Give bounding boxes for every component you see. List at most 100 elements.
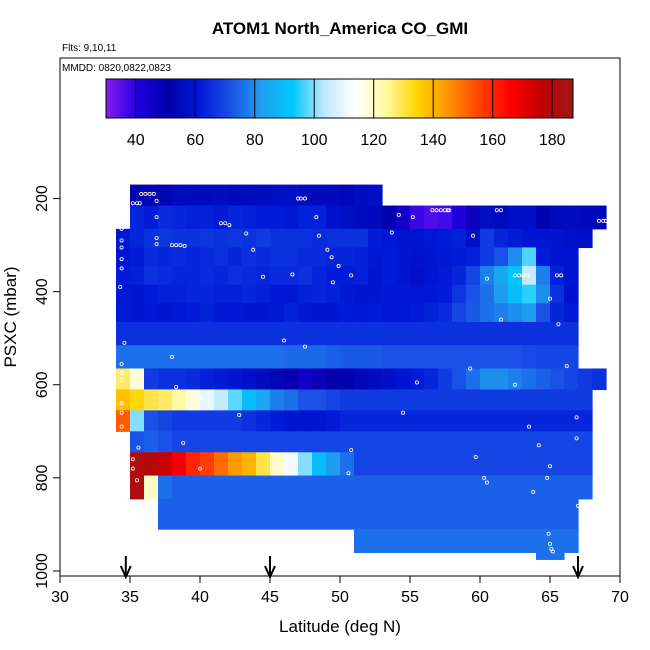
sample-point [438, 208, 443, 213]
heatmap-cell [424, 368, 439, 391]
heatmap-cell [466, 389, 481, 411]
heatmap-cell [228, 228, 243, 249]
sample-point [119, 266, 124, 271]
colorbar-box [105, 78, 574, 119]
heatmap-cell [564, 321, 579, 346]
heatmap-cell [256, 368, 271, 391]
heatmap-cell [270, 247, 285, 267]
heatmap-cell [354, 529, 369, 553]
heatmap-cell [410, 228, 425, 249]
heatmap-cell [354, 389, 369, 411]
heatmap-cell [354, 321, 369, 346]
heatmap-cell [228, 205, 243, 230]
sample-point [237, 413, 242, 418]
heatmap-cell [312, 247, 327, 267]
heatmap-cell [242, 303, 257, 323]
heatmap-cell [354, 247, 369, 267]
sample-point [169, 354, 174, 359]
sample-point [151, 191, 156, 196]
heatmap-cell [298, 228, 313, 249]
heatmap-cell [410, 431, 425, 453]
heatmap-cell [564, 247, 579, 267]
heatmap-cell [480, 452, 495, 477]
heatmap-cell [564, 205, 579, 230]
heatmap-cell [550, 303, 565, 323]
heatmap-cell [396, 247, 411, 267]
heatmap-cell [270, 498, 285, 530]
heatmap-cell [130, 303, 145, 323]
heatmap-cell [214, 431, 229, 453]
y-axis-label: PSXC (mbar) [1, 266, 20, 367]
heatmap-cell [284, 228, 299, 249]
heatmap-cell [284, 345, 299, 370]
heatmap-cell [242, 284, 257, 304]
heatmap-cell [396, 452, 411, 477]
heatmap-cell [214, 303, 229, 323]
sample-point [154, 242, 159, 247]
heatmap-cell [326, 431, 341, 453]
heatmap-cell [578, 389, 593, 411]
sample-point [430, 208, 435, 213]
heatmap-cell [536, 498, 551, 530]
heatmap-cell [340, 284, 355, 304]
heatmap-cell [298, 247, 313, 267]
heatmap-cell [494, 247, 509, 267]
heatmap-cell [522, 205, 537, 230]
heatmap-cell [550, 205, 565, 230]
heatmap-cell [410, 284, 425, 304]
heatmap-cell [228, 284, 243, 304]
heatmap-cell [214, 452, 229, 477]
sample-point [410, 215, 415, 220]
sample-point [349, 273, 354, 278]
heatmap-cell [424, 205, 439, 230]
heatmap-cell [424, 410, 439, 432]
heatmap-cell [242, 184, 257, 207]
sample-point [536, 443, 541, 448]
heatmap-cell [536, 368, 551, 391]
heatmap-cell [200, 228, 215, 249]
heatmap-cell [550, 389, 565, 411]
heatmap-cell [480, 498, 495, 530]
heatmap-cell [130, 389, 145, 411]
sample-point [223, 221, 228, 226]
heatmap-cell [466, 498, 481, 530]
sample-point [604, 218, 609, 223]
sample-point [513, 273, 518, 278]
heatmap-cell [452, 431, 467, 453]
sample-point [325, 247, 330, 252]
heatmap-cell [186, 228, 201, 249]
heatmap-cell [452, 452, 467, 477]
heatmap-cell [396, 321, 411, 346]
heatmap-cell [228, 303, 243, 323]
sample-point [290, 272, 295, 277]
sample-point [118, 285, 123, 290]
heatmap-cell [536, 284, 551, 304]
heatmap-cell [480, 345, 495, 370]
heatmap-cell [144, 205, 159, 230]
heatmap-cell [564, 303, 579, 323]
heatmap-cell [438, 389, 453, 411]
heatmap-cell [536, 266, 551, 286]
heatmap-cell [452, 345, 467, 370]
heatmap-cell [326, 228, 341, 249]
heatmap-cell [130, 205, 145, 230]
sample-point [336, 264, 341, 269]
heatmap-cell [144, 410, 159, 432]
heatmap-cell [256, 410, 271, 432]
heatmap-cell [228, 452, 243, 477]
heatmap-cell [368, 475, 383, 500]
heatmap-cell [368, 345, 383, 370]
heatmap-cell [466, 345, 481, 370]
sample-point [302, 196, 307, 201]
heatmap-cell [480, 368, 495, 391]
heatmap-cell [494, 368, 509, 391]
heatmap-cell [522, 247, 537, 267]
heatmap-cell [242, 205, 257, 230]
heatmap-cell [158, 498, 173, 530]
heatmap-cell [508, 529, 523, 553]
heatmap-cell [172, 475, 187, 500]
sample-point [498, 317, 503, 322]
sample-point [513, 382, 518, 387]
sample-point [181, 440, 186, 445]
heatmap-cell [438, 431, 453, 453]
